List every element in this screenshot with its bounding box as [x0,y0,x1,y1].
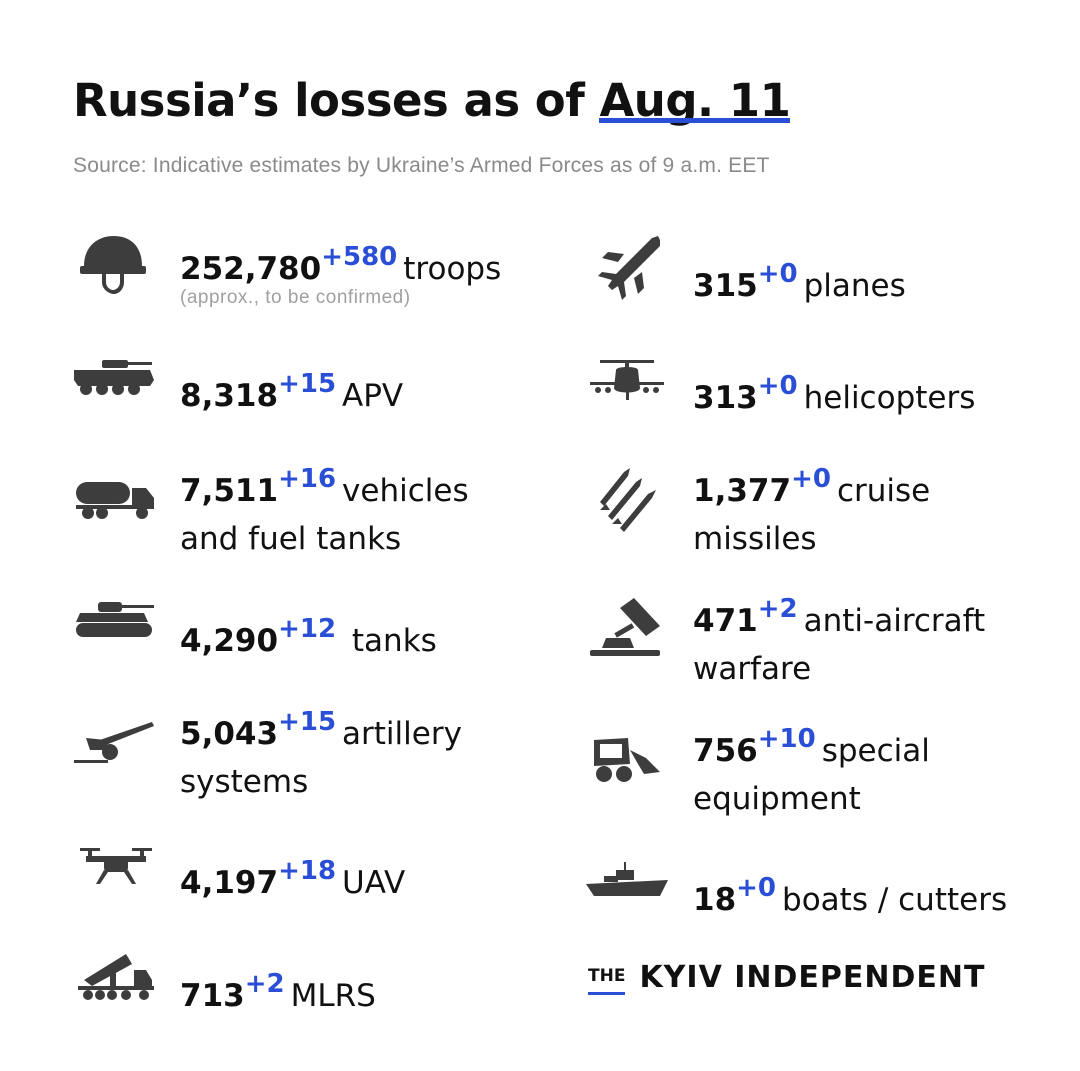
stat-value: 18 [693,882,737,918]
stat-value: 8,318 [180,378,279,414]
stat-note: (approx., to be confirmed) [180,287,411,308]
stat-value: 4,197 [180,865,279,901]
stat-delta: +2 [757,594,798,624]
stat-text: 8,318+15 APV [180,360,403,420]
stat-value: 313 [693,380,758,416]
stat-text: 1,377+0 cruise missiles [693,455,930,563]
stat-delta: +0 [757,259,798,289]
stat-label: helicopters [803,380,976,416]
stat-text: 18+0 boats / cutters [693,864,1007,924]
stat-delta: +15 [278,369,337,399]
stat-label: planes [803,268,906,304]
stat-label: APV [342,378,404,414]
stat-delta: +2 [244,969,285,999]
stat-label-2: missiles [693,521,817,557]
stat-delta: +0 [791,464,831,494]
source-note: Source: Indicative estimates by Ukraine’… [73,154,770,177]
stat-text: 4,197+18 UAV [180,847,405,907]
stat-value: 713 [180,978,245,1014]
kyiv-independent-logo: THE KYIV INDEPENDENT [588,960,985,995]
stat-label: boats / cutters [782,882,1008,918]
stat-delta: +12 [278,614,337,644]
apv-icon [72,358,156,398]
stat-text: 315+0 planes [693,250,906,310]
stat-text: 313+0 helicopters [693,362,975,422]
stat-delta: +580 [321,242,398,272]
loader-icon [590,736,664,784]
stat-label: cruise [836,473,931,509]
logo-the: THE [588,966,626,995]
stat-text: 7,511+16 vehicles and fuel tanks [180,455,469,563]
tank-icon [72,600,158,640]
stat-value: 756 [693,733,758,769]
stat-label: special [821,733,930,769]
stat-value: 5,043 [180,716,279,752]
stat-delta: +15 [278,707,337,737]
stat-label: artillery [342,716,462,752]
stat-delta: +0 [736,873,777,903]
logo-name: KYIV INDEPENDENT [639,960,986,995]
stat-value: 252,780 [180,251,322,287]
stat-text: 4,290+12 tanks [180,605,437,665]
stat-label-2: equipment [693,781,861,817]
title-main: Russia’s losses [73,74,449,127]
drone-icon [80,846,152,888]
boat-icon [586,860,668,900]
mlrs-icon [74,950,156,1002]
stat-label: troops [403,251,502,287]
missiles-icon [596,466,662,532]
stat-delta: +18 [278,856,337,886]
fuel-truck-icon [74,478,158,520]
stat-label: anti-aircraft [803,603,986,639]
artillery-icon [72,720,158,766]
stat-label-2: warfare [693,651,812,687]
stat-text: 5,043+15 artillery systems [180,698,462,806]
stat-text: 713+2 MLRS [180,960,376,1020]
helicopter-icon [590,358,664,402]
stat-value: 7,511 [180,473,279,509]
stat-label-2: and fuel tanks [180,521,402,557]
page-title: Russia’s losses as of Aug. 11 [73,74,791,127]
stat-value: 1,377 [693,473,792,509]
stat-label-2: systems [180,764,309,800]
title-date: Aug. 11 [599,74,791,127]
stat-delta: +0 [757,371,798,401]
jet-icon [594,234,662,302]
stat-value: 315 [693,268,758,304]
title-asof: as of [463,74,585,127]
stat-value: 471 [693,603,758,639]
stat-label: tanks [351,623,437,659]
stat-value: 4,290 [180,623,279,659]
stat-label: vehicles [342,473,469,509]
stat-text: 471+2 anti-aircraft warfare [693,585,985,693]
stat-delta: +16 [278,464,337,494]
stat-label: UAV [342,865,406,901]
anti-aircraft-icon [590,598,662,660]
stat-text: 252,780+580 troops (approx., to be confir… [180,233,501,309]
stat-text: 756+10 special equipment [693,715,930,823]
stat-delta: +10 [757,724,816,754]
helmet-icon [78,232,148,296]
stat-label: MLRS [290,978,376,1014]
